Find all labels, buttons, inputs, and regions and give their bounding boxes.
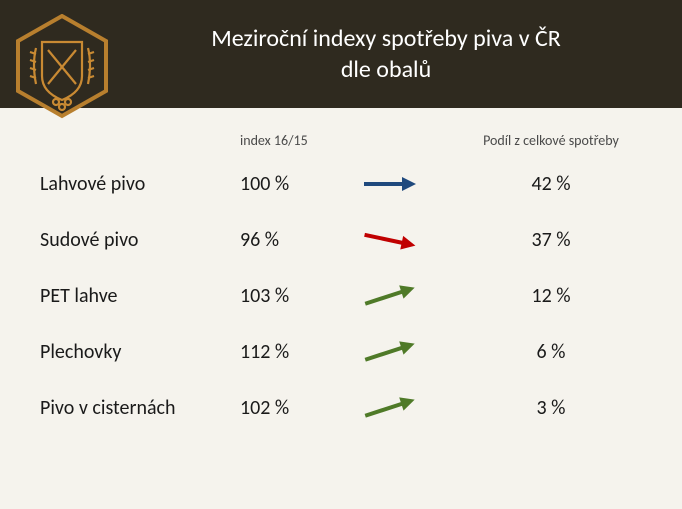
row-share: 12 % [450, 284, 652, 308]
row-trend [360, 395, 450, 421]
row-trend [360, 339, 450, 365]
table-row: PET lahve 103 % 12 % [40, 283, 652, 309]
row-index: 102 % [240, 396, 360, 420]
row-label: Pivo v cisternách [40, 396, 240, 420]
row-label: Lahvové pivo [40, 172, 240, 196]
table-row: Sudové pivo 96 % 37 % [40, 227, 652, 253]
row-share: 37 % [450, 228, 652, 252]
col-header-share: Podíl z celkové spotřeby [450, 132, 652, 149]
row-trend [360, 283, 450, 309]
row-index: 112 % [240, 340, 360, 364]
row-trend [360, 171, 450, 197]
trend-up-icon [360, 395, 418, 421]
table-row: Lahvové pivo 100 % 42 % [40, 171, 652, 197]
row-share: 6 % [450, 340, 652, 364]
title-line-2: dle obalů [341, 55, 431, 84]
rows-container: Lahvové pivo 100 % 42 % Sudové pivo 96 %… [40, 171, 652, 421]
header-bar: Meziroční indexy spotřeby piva v ČR dle … [0, 0, 682, 108]
row-index: 103 % [240, 284, 360, 308]
table-area: index 16/15 Podíl z celkové spotřeby Lah… [0, 108, 682, 471]
title-line-1: Meziroční indexy spotřeby piva v ČR [211, 24, 561, 53]
row-share: 42 % [450, 172, 652, 196]
trend-up-icon [360, 339, 418, 365]
table-row: Plechovky 112 % 6 % [40, 339, 652, 365]
column-headers: index 16/15 Podíl z celkové spotřeby [40, 132, 652, 149]
row-index: 96 % [240, 228, 360, 252]
trend-down-icon [360, 227, 418, 253]
table-row: Pivo v cisternách 102 % 3 % [40, 395, 652, 421]
row-index: 100 % [240, 172, 360, 196]
trend-up-icon [360, 283, 418, 309]
trend-flat-icon [360, 171, 418, 197]
row-label: Sudové pivo [40, 228, 240, 252]
row-label: PET lahve [40, 284, 240, 308]
col-header-index: index 16/15 [240, 132, 360, 149]
row-share: 3 % [450, 396, 652, 420]
row-trend [360, 227, 450, 253]
brewery-logo [12, 14, 112, 124]
row-label: Plechovky [40, 340, 240, 364]
